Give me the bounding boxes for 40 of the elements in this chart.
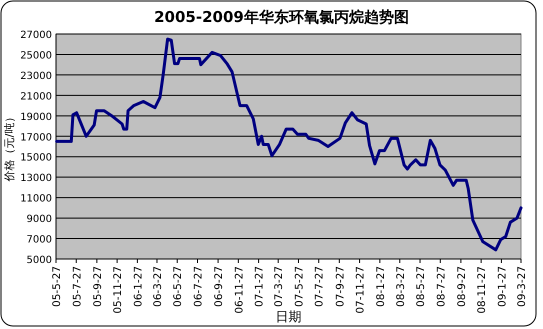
x-tick-label: 06-5-27 xyxy=(172,266,184,307)
x-tick-label: 09-3-27 xyxy=(516,266,528,307)
x-tick-label: 07-1-27 xyxy=(254,266,266,307)
x-tick-label: 05-11-27 xyxy=(112,266,124,314)
x-tick-label: 07-7-27 xyxy=(314,266,326,307)
y-tick-label: 13000 xyxy=(20,173,52,184)
x-tick-label: 08-3-27 xyxy=(394,266,407,307)
x-tick-label: 08-1-27 xyxy=(374,266,387,307)
x-tick-label: 06-1-27 xyxy=(132,266,144,307)
x-tick-label: 07-9-27 xyxy=(334,266,346,307)
x-tick-label: 06-9-27 xyxy=(213,266,226,307)
y-axis-title: 价格（元/吨） xyxy=(3,112,16,182)
x-tick-label: 07-3-27 xyxy=(273,266,286,307)
x-tick-label: 06-3-27 xyxy=(152,266,164,307)
x-tick-label: 06-7-27 xyxy=(192,266,204,307)
x-tick-label: 08-9-27 xyxy=(456,266,468,307)
y-tick-label: 27000 xyxy=(20,30,52,41)
x-tick-label: 08-7-27 xyxy=(435,266,448,307)
y-tick-label: 9000 xyxy=(26,214,52,226)
y-tick-label: 11000 xyxy=(20,194,52,205)
x-tick-label: 07-11-27 xyxy=(354,266,367,314)
x-tick-label: 05-5-27 xyxy=(51,266,63,307)
line-series xyxy=(55,38,522,252)
y-tick-label: 7000 xyxy=(26,234,52,246)
x-axis-title: 日期 xyxy=(276,310,302,325)
y-tick-label: 21000 xyxy=(20,91,52,102)
x-tick-label: 09-1-27 xyxy=(496,266,508,307)
y-tick-label: 23000 xyxy=(20,70,52,82)
x-tick-label: 05-9-27 xyxy=(92,266,104,307)
y-tick-label: 25000 xyxy=(20,50,52,62)
y-tick-label: 5000 xyxy=(26,255,52,266)
y-tick-label: 17000 xyxy=(20,132,52,144)
x-tick-label: 05-7-27 xyxy=(71,266,84,307)
y-tick-label: 15000 xyxy=(20,152,52,164)
chart-title: 2005-2009年华东环氧氯丙烷趋势图 xyxy=(154,8,409,26)
y-tick-label: 19000 xyxy=(20,112,52,123)
x-tick-label: 07-5-27 xyxy=(293,266,306,307)
x-tick-label: 08-5-27 xyxy=(415,266,428,307)
x-tick-label: 06-11-27 xyxy=(233,266,246,314)
x-tick-label: 08-11-27 xyxy=(476,266,488,314)
